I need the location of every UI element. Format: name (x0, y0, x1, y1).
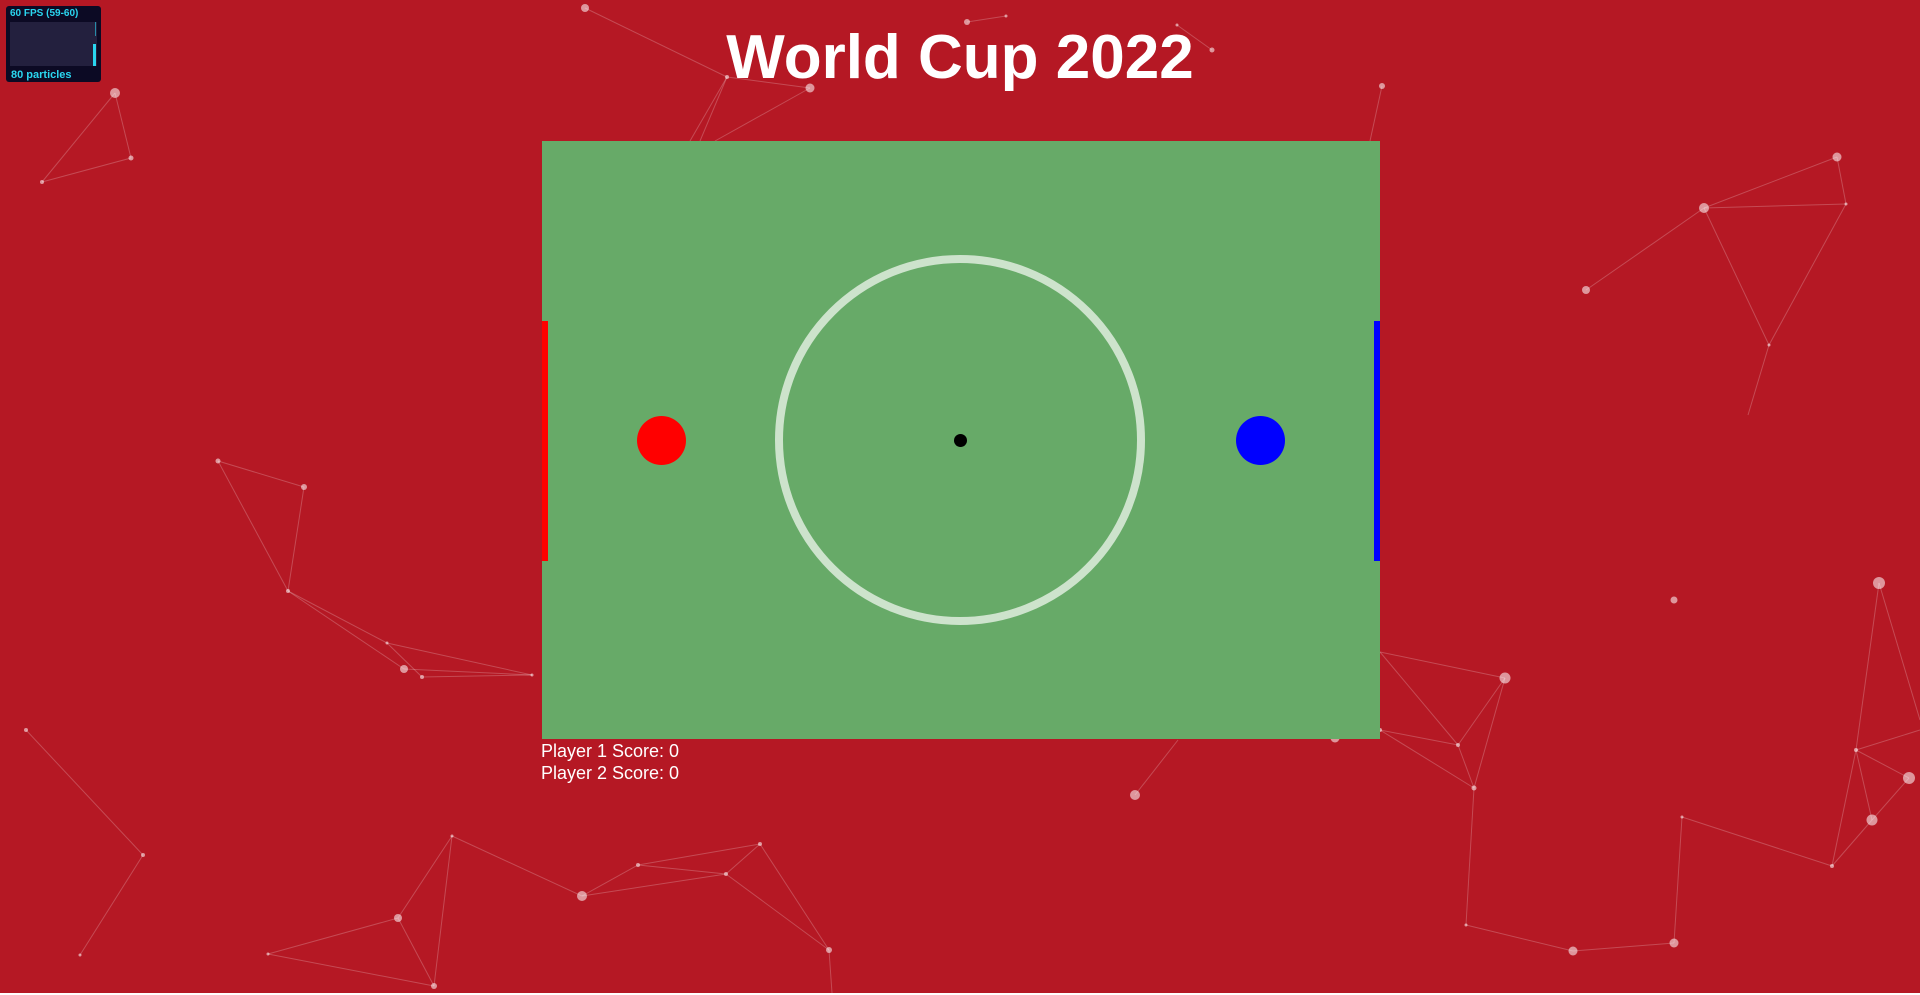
center-circle (775, 255, 1145, 625)
particle-count: 80 particles (11, 69, 72, 81)
scoreboard: Player 1 Score: 0 Player 2 Score: 0 (541, 740, 679, 784)
fps-graph-tick (95, 22, 96, 36)
fps-readout: 60 FPS (59-60) (10, 8, 79, 19)
fps-graph (10, 22, 97, 66)
left-goal (542, 321, 548, 561)
player-2-paddle[interactable] (1236, 416, 1285, 465)
player-1-paddle[interactable] (637, 416, 686, 465)
page-title: World Cup 2022 (726, 23, 1194, 92)
right-goal (1374, 321, 1380, 561)
game-field[interactable] (542, 141, 1380, 739)
ball (954, 434, 967, 447)
player-2-score: Player 2 Score: 0 (541, 763, 680, 783)
fps-graph-bar (93, 44, 96, 66)
fps-meter: 60 FPS (59-60) 80 particles (6, 6, 101, 82)
player-1-score: Player 1 Score: 0 (541, 741, 680, 761)
